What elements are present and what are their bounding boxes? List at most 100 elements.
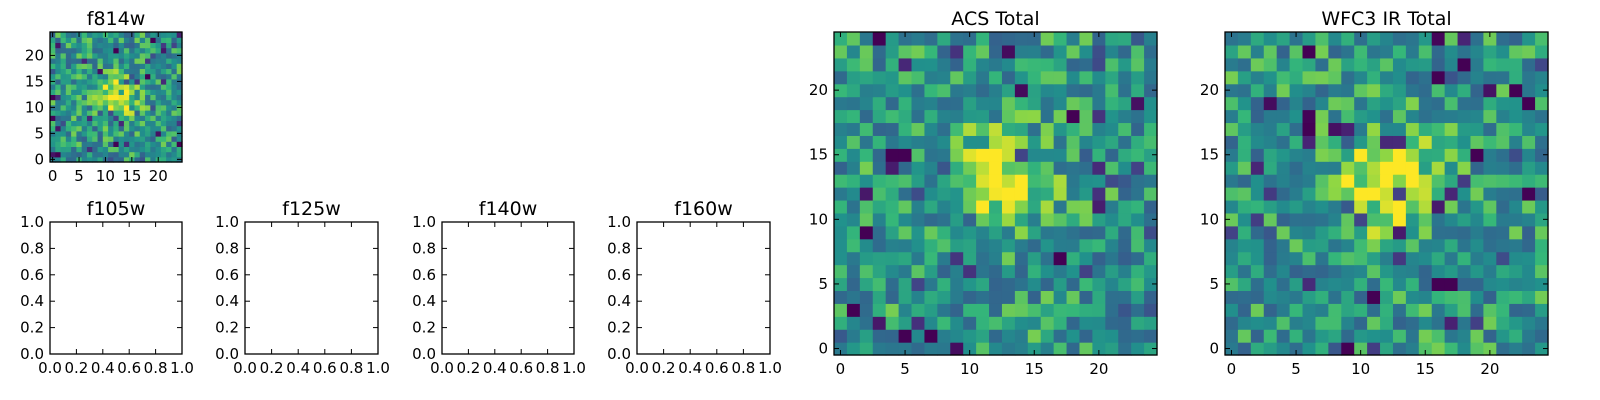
heatmap-cell: [145, 84, 151, 90]
heatmap-cell: [92, 89, 99, 95]
heatmap-cell: [139, 146, 146, 153]
heatmap-cell: [924, 329, 938, 343]
heatmap-cell: [1354, 264, 1368, 279]
heatmap-cell: [139, 42, 146, 49]
heatmap-cell: [150, 42, 157, 49]
heatmap-cell: [86, 58, 93, 64]
heatmap-cell: [924, 174, 938, 188]
heatmap-cell: [160, 136, 167, 142]
heatmap-cell: [1470, 251, 1484, 266]
heatmap-cell: [1225, 161, 1239, 175]
y-tick-label: 0.6: [412, 266, 436, 284]
heatmap-cell: [1027, 135, 1042, 149]
heatmap-cell: [1535, 187, 1549, 201]
heatmap-cell: [176, 37, 183, 43]
heatmap-cell: [171, 94, 178, 101]
heatmap-cell: [1341, 251, 1355, 266]
heatmap-cell: [150, 146, 157, 153]
heatmap-cell: [134, 68, 141, 75]
heatmap-cell: [1302, 303, 1317, 317]
heatmap-cell: [150, 52, 157, 59]
heatmap-cell: [976, 225, 990, 240]
heatmap-cell: [1354, 303, 1368, 317]
heatmap-cell: [1276, 303, 1291, 317]
heatmap-cell: [1066, 316, 1081, 330]
heatmap-cell: [1302, 32, 1317, 46]
heatmap-cell: [937, 32, 951, 46]
heatmap-cell: [1392, 225, 1407, 240]
heatmap-cell: [1444, 290, 1459, 304]
heatmap-cell: [950, 264, 964, 279]
heatmap-cell: [1225, 122, 1239, 136]
heatmap-cell: [1144, 251, 1158, 266]
heatmap-cell: [846, 135, 861, 149]
heatmap-cell: [1225, 316, 1239, 330]
heatmap-cell: [160, 73, 167, 80]
heatmap-cell: [1053, 303, 1068, 317]
heatmap-cell: [859, 264, 874, 279]
heatmap-cell: [81, 63, 88, 69]
heatmap-cell: [1483, 83, 1497, 98]
heatmap-cell: [113, 68, 120, 75]
heatmap-cell: [1066, 199, 1081, 214]
heatmap-cell: [898, 187, 913, 201]
heatmap-cell: [1053, 122, 1068, 136]
heatmap-cell: [1354, 238, 1368, 253]
heatmap-cell: [1418, 70, 1433, 85]
heatmap-cell: [989, 212, 1003, 227]
heatmap-cell: [150, 78, 157, 85]
heatmap-cell: [1053, 57, 1068, 72]
heatmap-cell: [1263, 96, 1278, 111]
heatmap-cell: [1040, 199, 1055, 214]
heatmap-cell: [937, 212, 951, 227]
heatmap-cell: [97, 151, 104, 158]
heatmap-cell: [1225, 251, 1239, 266]
heatmap-cell: [1105, 70, 1119, 85]
heatmap-cell: [60, 146, 67, 153]
heatmap-cell: [859, 277, 874, 291]
heatmap-cell: [1341, 238, 1355, 253]
heatmap-cell: [1040, 148, 1055, 162]
heatmap-cell: [1053, 83, 1068, 98]
heatmap-cell: [1001, 329, 1016, 343]
heatmap-cell: [911, 225, 926, 240]
heatmap-cell: [924, 238, 938, 253]
heatmap-cell: [898, 212, 913, 227]
heatmap-cell: [65, 99, 72, 106]
axes-title: f814w: [87, 8, 146, 30]
heatmap-cell: [139, 73, 146, 80]
heatmap-cell: [1444, 109, 1459, 124]
heatmap-cell: [1444, 238, 1459, 253]
heatmap-cell: [1066, 277, 1081, 291]
heatmap-cell: [160, 115, 167, 121]
heatmap-cell: [1040, 238, 1055, 253]
heatmap-cell: [1380, 70, 1394, 85]
heatmap-cell: [1380, 303, 1394, 317]
heatmap-cell: [81, 73, 88, 80]
heatmap-cell: [71, 151, 77, 158]
heatmap-cell: [937, 303, 951, 317]
heatmap-cell: [108, 63, 114, 69]
y-tick-label: 0: [1209, 340, 1219, 358]
heatmap-cell: [950, 290, 964, 304]
heatmap-cell: [123, 99, 130, 106]
heatmap-cell: [1131, 122, 1145, 136]
heatmap-cell: [1131, 70, 1145, 85]
heatmap-cell: [1250, 70, 1265, 85]
heatmap-cell: [911, 32, 926, 46]
heatmap-cell: [55, 78, 62, 85]
heatmap-cell: [1367, 161, 1381, 175]
heatmap-cell: [1237, 329, 1252, 343]
heatmap-cell: [1392, 199, 1407, 214]
heatmap-cell: [1315, 174, 1329, 188]
heatmap-cell: [1237, 122, 1252, 136]
heatmap-cell: [1496, 135, 1510, 149]
heatmap-cell: [71, 73, 77, 80]
heatmap-cell: [1496, 109, 1510, 124]
heatmap-cell: [108, 125, 114, 132]
heatmap-cell: [134, 125, 141, 132]
heatmap-cell: [976, 70, 990, 85]
heatmap-cell: [139, 52, 146, 59]
heatmap-cell: [71, 130, 77, 137]
